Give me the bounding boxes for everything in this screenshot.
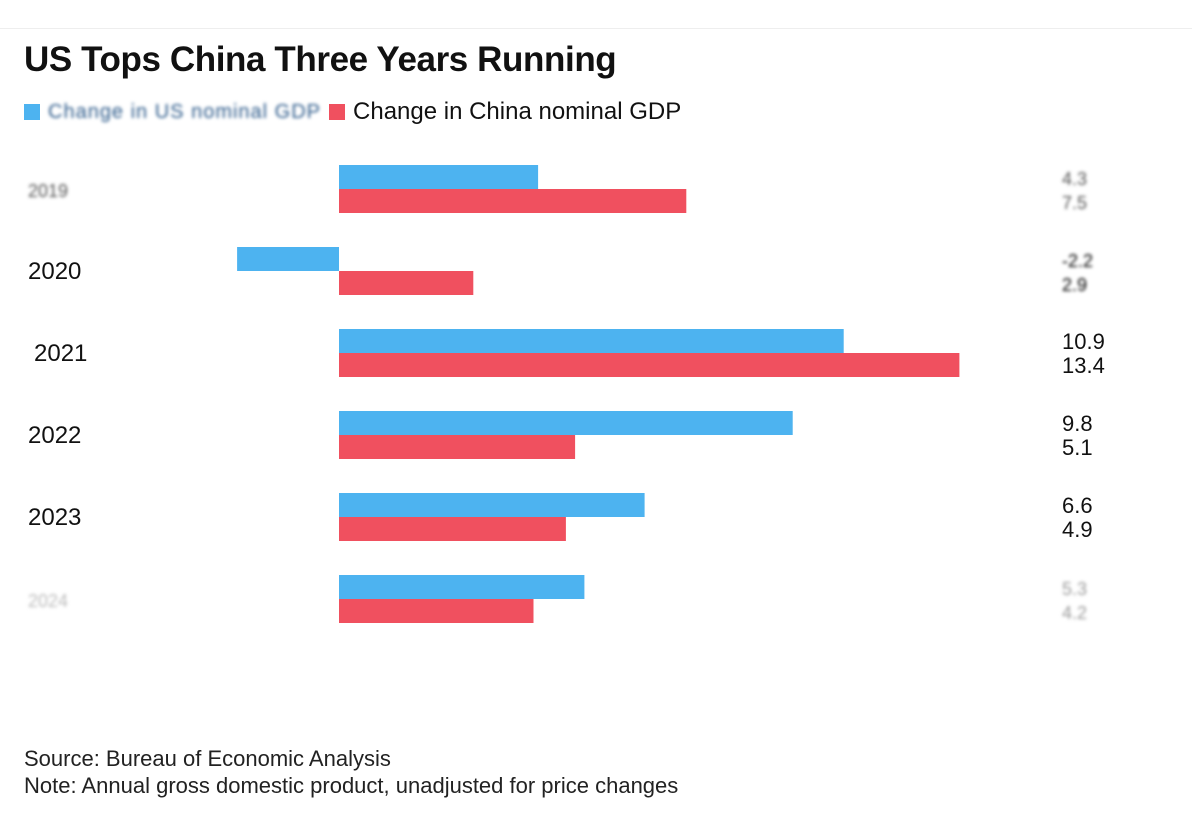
value-label: 4.9 (1062, 517, 1093, 542)
legend-label-us: Change in US nominal GDP (48, 100, 322, 123)
chart-title: US Tops China Three Years Running (24, 40, 617, 79)
value-label: 4.3 (1062, 169, 1087, 189)
legend-item-china: Change in China nominal GDP (329, 98, 681, 126)
value-label: 5.3 (1062, 579, 1087, 599)
top-divider (0, 28, 1192, 29)
legend-swatch-china (329, 104, 346, 120)
bar-china-2020 (339, 271, 474, 295)
chart-legend: Change in US nominal GDP Change in China… (24, 96, 681, 128)
category-label: 2019 (28, 181, 68, 201)
value-label: 13.4 (1062, 353, 1105, 378)
value-label: 2.9 (1062, 275, 1087, 295)
bar-china-2024 (339, 599, 534, 623)
legend-swatch-us (24, 104, 40, 120)
value-label: 4.2 (1062, 603, 1087, 623)
bar-china-2023 (339, 517, 566, 541)
chart-footer: Source: Bureau of Economic Analysis Note… (24, 745, 678, 799)
bar-us-2023 (339, 493, 645, 517)
value-label: 10.9 (1062, 329, 1105, 354)
value-label: 7.5 (1062, 193, 1087, 213)
bar-us-2020 (237, 247, 339, 271)
category-label: 2024 (28, 591, 68, 611)
bar-china-2022 (339, 435, 576, 459)
source-note: Source: Bureau of Economic Analysis (24, 746, 391, 771)
bar-china-2021 (339, 353, 960, 377)
value-label: -2.2 (1062, 251, 1093, 271)
category-label: 2022 (28, 422, 81, 449)
bar-us-2021 (339, 329, 844, 353)
bar-china-2019 (339, 189, 687, 213)
bar-us-2024 (339, 575, 585, 599)
bar-us-2019 (339, 165, 539, 189)
value-label: 9.8 (1062, 411, 1093, 436)
value-label: 5.1 (1062, 435, 1093, 460)
category-label: 2021 (34, 340, 87, 367)
legend-label-china: Change in China nominal GDP (353, 98, 682, 125)
category-label: 2023 (28, 504, 81, 531)
bar-us-2022 (339, 411, 793, 435)
footnote: Note: Annual gross domestic product, una… (24, 773, 679, 798)
value-label: 6.6 (1062, 493, 1093, 518)
legend-item-us: Change in US nominal GDP (24, 101, 321, 124)
category-label: 2020 (28, 258, 81, 285)
